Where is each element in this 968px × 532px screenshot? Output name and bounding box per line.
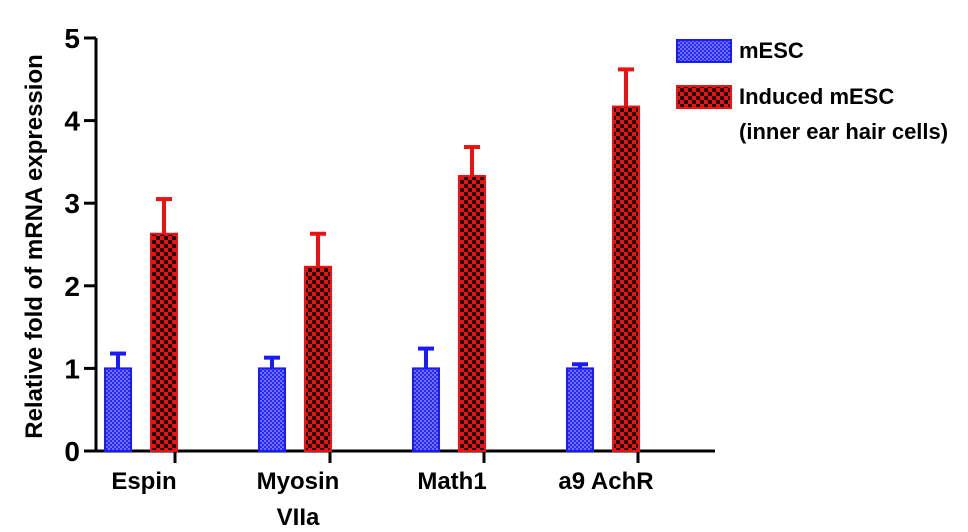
legend-label-mesc: mESC [739, 38, 804, 63]
x-category-label-line: Myosin [257, 468, 340, 495]
x-category-label-line: Espin [111, 468, 176, 495]
bar-induced-3 [612, 105, 640, 452]
x-category-label: a9 AchR [558, 468, 653, 495]
y-tick-label: 2 [64, 271, 80, 302]
legend-label-line: Induced mESC [739, 84, 894, 109]
bar-mesc-0 [104, 367, 132, 452]
x-category-label-line: a9 AchR [558, 468, 653, 495]
legend-label-line: (inner ear hair cells) [739, 119, 948, 144]
labels: 0 1 2 3 4 5 Relative fold of mRNA expression Es… [21, 23, 654, 531]
bar-mesc-1 [258, 367, 286, 452]
legend-label-induced: Induced mESC (inner ear hair cells) [739, 84, 948, 144]
x-category-label-line: VIIa [277, 504, 320, 531]
legend-label-line: mESC [739, 38, 804, 63]
y-tick-label: 3 [64, 188, 80, 219]
bars [104, 67, 640, 453]
x-category-label-line: Math1 [417, 468, 486, 495]
x-category-label: Myosin VIIa [257, 468, 340, 531]
y-tick-label: 0 [64, 436, 80, 467]
bar-mesc-3 [566, 367, 594, 452]
y-tick-label: 4 [64, 106, 80, 137]
y-tick-label: 5 [64, 23, 80, 54]
y-axis-title: Relative fold of mRNA expression [21, 54, 48, 439]
axes [84, 36, 715, 463]
bar-mesc-2 [412, 367, 440, 452]
legend-swatch-induced [676, 85, 732, 109]
bar-induced-0 [150, 232, 178, 452]
bar-induced-2 [458, 174, 486, 453]
y-tick-label: 1 [64, 353, 80, 384]
legend: mESC Induced mESC (inner ear hair cells) [676, 38, 948, 144]
x-category-label: Math1 [417, 468, 486, 495]
legend-swatch-mesc [676, 39, 732, 63]
bar-induced-1 [304, 265, 332, 452]
x-category-label: Espin [111, 468, 176, 495]
